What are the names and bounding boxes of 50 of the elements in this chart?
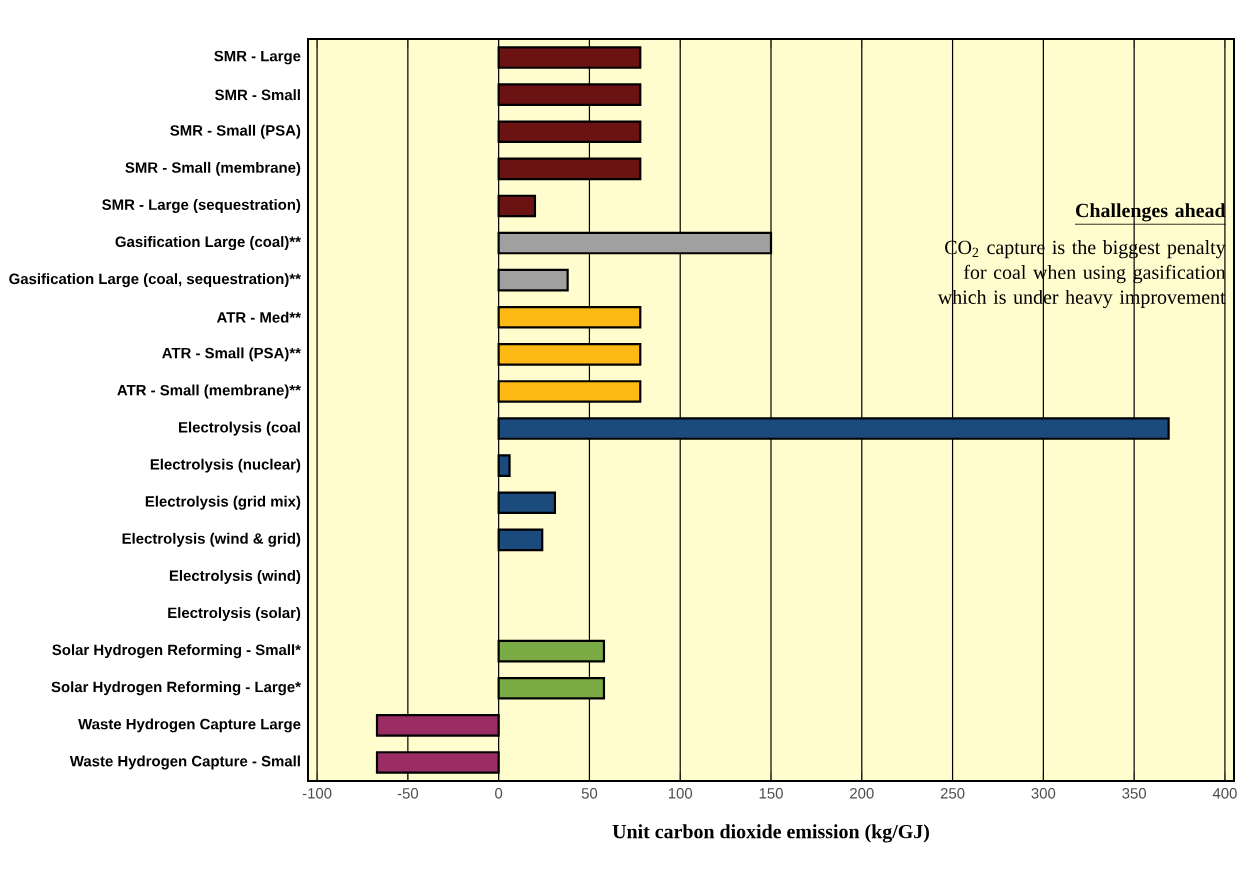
x-tick-label: 250 — [940, 788, 965, 799]
y-tick-label: Electrolysis (nuclear) — [150, 458, 301, 473]
y-tick-label: Electrolysis (solar) — [168, 607, 301, 622]
bar — [497, 46, 642, 69]
y-tick-label: ATR - Small (PSA)** — [162, 347, 301, 362]
y-tick-label: Solar Hydrogen Reforming - Small* — [52, 644, 301, 659]
bar — [497, 305, 642, 329]
x-tick-label: 350 — [1122, 788, 1147, 799]
bar — [497, 676, 606, 700]
bar — [497, 380, 642, 403]
y-tick-label: SMR - Small — [215, 89, 300, 101]
bar — [497, 417, 1170, 440]
y-tick-label: ATR - Small (membrane)** — [117, 384, 301, 399]
y-tick-label: SMR - Large (sequestration) — [102, 198, 301, 213]
bar — [497, 120, 642, 144]
bar — [375, 751, 500, 774]
bar — [497, 343, 642, 366]
bar — [497, 491, 557, 515]
x-tick-label: 200 — [850, 788, 874, 799]
y-tick-label: SMR - Small (PSA) — [170, 124, 301, 139]
x-tick-label: 50 — [581, 788, 598, 799]
y-tick-label: SMR - Small (membrane) — [125, 161, 301, 176]
y-tick-label: Solar Hydrogen Reforming - Large* — [51, 681, 301, 696]
x-axis-title: Unit carbon dioxide emission (kg/GJ) — [612, 824, 929, 843]
bar — [497, 268, 569, 292]
x-tick-label: 100 — [668, 788, 693, 799]
x-tick-label: 300 — [1031, 788, 1056, 799]
x-tick-label: 0 — [495, 788, 503, 799]
y-tick-label: Electrolysis (coal — [179, 421, 300, 436]
y-tick-label: Waste Hydrogen Capture Large — [78, 718, 301, 733]
y-tick-label: Waste Hydrogen Capture - Small — [69, 755, 300, 770]
bar — [497, 194, 537, 218]
bar — [497, 83, 642, 106]
y-tick-label: Electrolysis (wind & grid) — [122, 532, 301, 547]
bar — [497, 639, 606, 663]
bar — [497, 157, 642, 181]
bar — [497, 231, 773, 255]
x-tick-label: 150 — [759, 788, 783, 799]
y-tick-label: Electrolysis (wind) — [169, 570, 301, 584]
y-tick-label: SMR - Large — [214, 50, 301, 65]
x-tick-label: 400 — [1212, 788, 1237, 799]
bar — [497, 528, 544, 552]
y-tick-label: Gasification Large (coal, sequestration)** — [9, 273, 301, 288]
bar — [497, 454, 511, 477]
y-tick-label: Gasification Large (coal)** — [115, 236, 301, 251]
y-tick-label: ATR - Med** — [216, 311, 301, 323]
x-tick-label: -100 — [302, 788, 332, 799]
bar — [375, 714, 500, 737]
x-tick-label: -50 — [397, 788, 419, 799]
y-tick-label: Electrolysis (grid mix) — [145, 495, 301, 510]
